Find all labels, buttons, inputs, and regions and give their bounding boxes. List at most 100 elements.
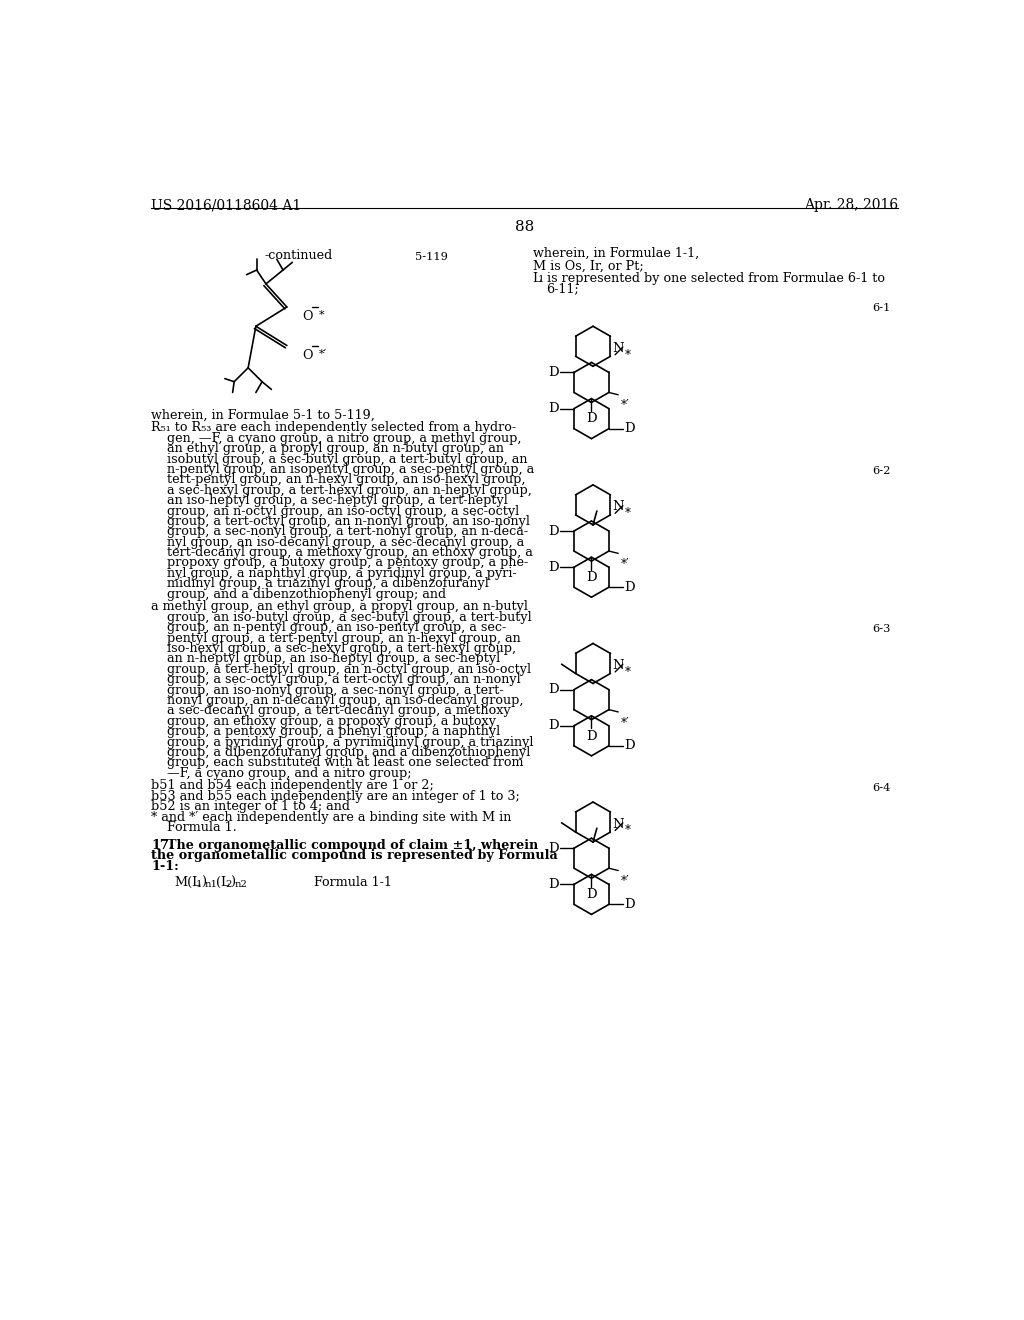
Text: *′: *′ — [318, 348, 327, 359]
Text: an iso-heptyl group, a sec-heptyl group, a tert-heptyl: an iso-heptyl group, a sec-heptyl group,… — [152, 494, 508, 507]
Text: n1: n1 — [205, 879, 218, 888]
Text: group, a tert-octyl group, an n-nonyl group, an iso-nonyl: group, a tert-octyl group, an n-nonyl gr… — [152, 515, 530, 528]
Text: N: N — [612, 342, 624, 355]
Text: b51 and b54 each independently are 1 or 2;: b51 and b54 each independently are 1 or … — [152, 779, 434, 792]
Text: a sec-decanyl group, a tert-decanyl group, a methoxy: a sec-decanyl group, a tert-decanyl grou… — [152, 705, 511, 717]
Text: nyl group, a naphthyl group, a pyridinyl group, a pyri-: nyl group, a naphthyl group, a pyridinyl… — [152, 566, 517, 579]
Text: ): ) — [201, 876, 206, 890]
Text: N: N — [612, 817, 624, 830]
Text: * and *′ each independently are a binding site with M in: * and *′ each independently are a bindin… — [152, 810, 512, 824]
Text: O: O — [302, 348, 313, 362]
Text: group, an iso-nonyl group, a sec-nonyl group, a tert-: group, an iso-nonyl group, a sec-nonyl g… — [152, 684, 504, 697]
Text: a methyl group, an ethyl group, a propyl group, an n-butyl: a methyl group, an ethyl group, a propyl… — [152, 601, 528, 614]
Text: 1: 1 — [196, 879, 202, 888]
Text: n2: n2 — [234, 879, 247, 888]
Text: *′: *′ — [621, 400, 629, 412]
Text: ): ) — [230, 876, 236, 890]
Text: N: N — [612, 500, 624, 513]
Text: Apr. 28, 2016: Apr. 28, 2016 — [804, 198, 898, 213]
Text: b52 is an integer of 1 to 4; and: b52 is an integer of 1 to 4; and — [152, 800, 350, 813]
Text: group, an n-pentyl group, an iso-pentyl group, a sec-: group, an n-pentyl group, an iso-pentyl … — [152, 622, 507, 634]
Text: midinyl group, a triazinyl group, a dibenzofuranyl: midinyl group, a triazinyl group, a dibe… — [152, 577, 489, 590]
Text: 2: 2 — [225, 879, 231, 888]
Text: *′: *′ — [621, 875, 629, 888]
Text: Formula 1-1: Formula 1-1 — [314, 876, 392, 890]
Text: group, each substituted with at least one selected from: group, each substituted with at least on… — [152, 756, 523, 770]
Text: group, a pyridinyl group, a pyrimidinyl group, a triazinyl: group, a pyridinyl group, a pyrimidinyl … — [152, 735, 534, 748]
Text: nyl group, an iso-decanyl group, a sec-decanyl group, a: nyl group, an iso-decanyl group, a sec-d… — [152, 536, 524, 549]
Text: tert-pentyl group, an n-hexyl group, an iso-hexyl group,: tert-pentyl group, an n-hexyl group, an … — [152, 474, 525, 486]
Text: wherein, in Formulae 5-1 to 5-119,: wherein, in Formulae 5-1 to 5-119, — [152, 409, 375, 421]
Text: —F, a cyano group, and a nitro group;: —F, a cyano group, and a nitro group; — [152, 767, 412, 780]
Text: 17.: 17. — [152, 840, 173, 853]
Text: 5-119: 5-119 — [415, 252, 447, 261]
Text: D: D — [548, 684, 558, 696]
Text: group, an ethoxy group, a propoxy group, a butoxy: group, an ethoxy group, a propoxy group,… — [152, 714, 497, 727]
Text: the organometallic compound is represented by Formula: the organometallic compound is represent… — [152, 850, 558, 862]
Text: D: D — [548, 719, 558, 733]
Text: 6-3: 6-3 — [872, 624, 891, 634]
Text: N: N — [612, 659, 624, 672]
Text: group, an iso-butyl group, a sec-butyl group, a tert-butyl: group, an iso-butyl group, a sec-butyl g… — [152, 611, 532, 624]
Text: *: * — [625, 825, 631, 837]
Text: tert-decanyl group, a methoxy group, an ethoxy group, a: tert-decanyl group, a methoxy group, an … — [152, 546, 534, 560]
Text: L: L — [532, 272, 541, 285]
Text: iso-hexyl group, a sec-hexyl group, a tert-hexyl group,: iso-hexyl group, a sec-hexyl group, a te… — [152, 642, 516, 655]
Text: an ethyl group, a propyl group, an n-butyl group, an: an ethyl group, a propyl group, an n-but… — [152, 442, 504, 455]
Text: M is Os, Ir, or Pt;: M is Os, Ir, or Pt; — [532, 260, 643, 273]
Text: D: D — [625, 581, 635, 594]
Text: -continued: -continued — [264, 249, 333, 263]
Text: 88: 88 — [515, 220, 535, 234]
Text: *: * — [625, 507, 631, 520]
Text: 6-11;: 6-11; — [547, 282, 580, 296]
Text: D: D — [625, 739, 635, 752]
Text: D: D — [586, 730, 597, 743]
Text: group, a dibenzofuranyl group, and a dibenzothiophenyl: group, a dibenzofuranyl group, and a dib… — [152, 746, 530, 759]
Text: O: O — [302, 310, 313, 323]
Text: D: D — [548, 878, 558, 891]
Text: 6-1: 6-1 — [872, 304, 891, 313]
Text: US 2016/0118604 A1: US 2016/0118604 A1 — [152, 198, 301, 213]
Text: nonyl group, an n-decanyl group, an iso-decanyl group,: nonyl group, an n-decanyl group, an iso-… — [152, 694, 523, 708]
Text: D: D — [548, 524, 558, 537]
Text: 6-2: 6-2 — [872, 466, 891, 475]
Text: Formula 1.: Formula 1. — [152, 821, 237, 834]
Text: The organometallic compound of claim ±1, wherein: The organometallic compound of claim ±1,… — [167, 840, 538, 853]
Text: n-pentyl group, an isopentyl group, a sec-pentyl group, a: n-pentyl group, an isopentyl group, a se… — [152, 463, 535, 477]
Text: *: * — [625, 348, 631, 362]
Text: propoxy group, a butoxy group, a pentoxy group, a phe-: propoxy group, a butoxy group, a pentoxy… — [152, 557, 528, 569]
Text: D: D — [586, 412, 597, 425]
Text: *: * — [625, 665, 631, 678]
Text: an n-heptyl group, an iso-heptyl group, a sec-heptyl: an n-heptyl group, an iso-heptyl group, … — [152, 652, 501, 665]
Text: D: D — [625, 898, 635, 911]
Text: M(L: M(L — [174, 876, 201, 890]
Text: *′: *′ — [621, 717, 629, 730]
Text: D: D — [548, 403, 558, 414]
Text: D: D — [586, 888, 597, 902]
Text: b53 and b55 each independently are an integer of 1 to 3;: b53 and b55 each independently are an in… — [152, 789, 520, 803]
Text: 1: 1 — [538, 276, 545, 284]
Text: *: * — [318, 310, 325, 319]
Text: isobutyl group, a sec-butyl group, a tert-butyl group, an: isobutyl group, a sec-butyl group, a ter… — [152, 453, 527, 466]
Text: group, a tert-heptyl group, an n-octyl group, an iso-octyl: group, a tert-heptyl group, an n-octyl g… — [152, 663, 531, 676]
Text: D: D — [548, 842, 558, 855]
Text: (L: (L — [216, 876, 229, 890]
Text: D: D — [625, 422, 635, 436]
Text: wherein, in Formulae 1-1,: wherein, in Formulae 1-1, — [532, 247, 698, 260]
Text: a sec-hexyl group, a tert-hexyl group, an n-heptyl group,: a sec-hexyl group, a tert-hexyl group, a… — [152, 483, 532, 496]
Text: D: D — [548, 366, 558, 379]
Text: group, an n-octyl group, an iso-octyl group, a sec-octyl: group, an n-octyl group, an iso-octyl gr… — [152, 504, 519, 517]
Text: 6-4: 6-4 — [872, 783, 891, 793]
Text: group, a sec-octyl group, a tert-octyl group, an n-nonyl: group, a sec-octyl group, a tert-octyl g… — [152, 673, 521, 686]
Text: pentyl group, a tert-pentyl group, an n-hexyl group, an: pentyl group, a tert-pentyl group, an n-… — [152, 631, 521, 644]
Text: R₅₁ to R₅₃ are each independently selected from a hydro-: R₅₁ to R₅₃ are each independently select… — [152, 421, 516, 434]
Text: is represented by one selected from Formulae 6-1 to: is represented by one selected from Form… — [544, 272, 886, 285]
Text: group, a pentoxy group, a phenyl group, a naphthyl: group, a pentoxy group, a phenyl group, … — [152, 725, 501, 738]
Text: group, and a dibenzothiophenyl group; and: group, and a dibenzothiophenyl group; an… — [152, 587, 446, 601]
Text: 1-1:: 1-1: — [152, 859, 179, 873]
Text: D: D — [586, 572, 597, 583]
Text: group, a sec-nonyl group, a tert-nonyl group, an n-deca-: group, a sec-nonyl group, a tert-nonyl g… — [152, 525, 528, 539]
Text: D: D — [548, 561, 558, 574]
Text: *′: *′ — [621, 558, 629, 572]
Text: gen, —F, a cyano group, a nitro group, a methyl group,: gen, —F, a cyano group, a nitro group, a… — [152, 432, 522, 445]
